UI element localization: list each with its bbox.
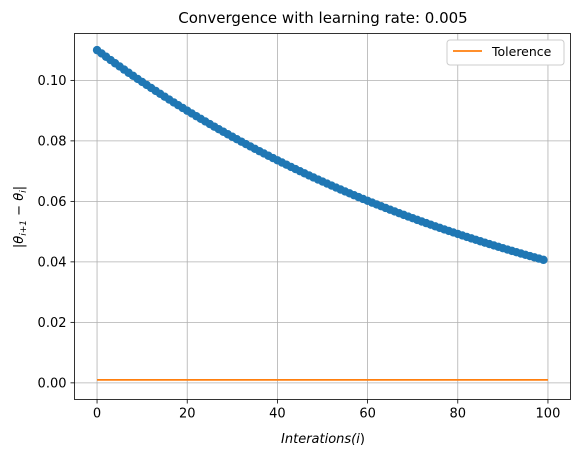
y-tick-label: 0.02	[38, 316, 67, 331]
convergence-point	[539, 256, 547, 264]
chart-title: Convergence with learning rate: 0.005	[178, 9, 467, 27]
x-tick-label: 20	[179, 407, 196, 422]
x-tick-label: 0	[93, 407, 101, 422]
x-tick-label: 60	[359, 407, 376, 422]
y-tick-label: 0.08	[38, 134, 67, 149]
x-tick-label: 80	[449, 407, 466, 422]
convergence-line	[97, 50, 543, 260]
plot-marks	[93, 46, 548, 380]
legend-label-tolerence: Tolerence	[491, 44, 552, 59]
y-tick-label: 0.10	[38, 74, 67, 89]
axis-ticks: 0 20 40 60 80 100 0.00 0.02 0.04 0.06 0.08 0.10	[38, 74, 561, 422]
x-tick-label: 100	[536, 407, 561, 422]
y-tick-label: 0.06	[38, 195, 67, 210]
y-axis-label: |θi+1 − θi|	[12, 186, 29, 248]
y-tick-label: 0.04	[38, 255, 67, 270]
x-tick-label: 40	[269, 407, 286, 422]
x-axis-label: Interations(i)	[281, 432, 365, 447]
y-tick-label: 0.00	[38, 376, 67, 391]
legend: Tolerence	[447, 40, 564, 65]
